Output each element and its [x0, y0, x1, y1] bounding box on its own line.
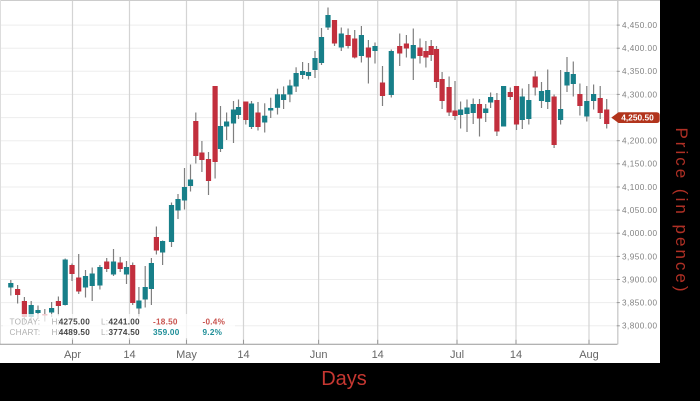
svg-text:3,800.00: 3,800.00	[622, 322, 657, 331]
svg-text:4,100.00: 4,100.00	[622, 183, 657, 192]
svg-text:4,350.00: 4,350.00	[622, 67, 657, 76]
svg-text:3774.50: 3774.50	[109, 328, 141, 337]
svg-text:4,150.00: 4,150.00	[622, 160, 657, 169]
svg-text:4,000.00: 4,000.00	[622, 229, 657, 238]
svg-text:3,950.00: 3,950.00	[622, 252, 657, 261]
svg-text:Apr: Apr	[64, 349, 81, 361]
svg-text:14: 14	[372, 349, 384, 361]
svg-text:14: 14	[510, 349, 522, 361]
svg-text:H:: H:	[52, 318, 61, 327]
svg-text:H:: H:	[52, 328, 61, 337]
svg-text:4,450.00: 4,450.00	[622, 21, 657, 30]
svg-text:359.00: 359.00	[153, 328, 180, 337]
svg-text:TODAY:: TODAY:	[10, 318, 41, 327]
svg-text:4489.50: 4489.50	[59, 328, 91, 337]
svg-text:Aug: Aug	[579, 349, 599, 361]
svg-text:3,850.00: 3,850.00	[622, 299, 657, 308]
svg-text:4241.00: 4241.00	[109, 318, 141, 327]
svg-text:CHART:: CHART:	[10, 328, 41, 337]
svg-text:4,300.00: 4,300.00	[622, 90, 657, 99]
svg-text:4275.00: 4275.00	[59, 318, 91, 327]
svg-text:May: May	[176, 349, 197, 361]
svg-text:14: 14	[237, 349, 249, 361]
svg-text:-0.4%: -0.4%	[203, 318, 226, 327]
svg-text:3,900.00: 3,900.00	[622, 275, 657, 284]
svg-text:-18.50: -18.50	[153, 318, 178, 327]
svg-text:14: 14	[123, 349, 135, 361]
svg-text:L:: L:	[101, 328, 108, 337]
svg-text:Jun: Jun	[310, 349, 328, 361]
svg-text:4,250.50: 4,250.50	[621, 113, 654, 123]
svg-text:Jul: Jul	[450, 349, 464, 361]
svg-text:4,400.00: 4,400.00	[622, 44, 657, 53]
svg-text:4,050.00: 4,050.00	[622, 206, 657, 215]
svg-text:L:: L:	[101, 318, 108, 327]
svg-text:4,200.00: 4,200.00	[622, 137, 657, 146]
svg-text:9.2%: 9.2%	[203, 328, 223, 337]
